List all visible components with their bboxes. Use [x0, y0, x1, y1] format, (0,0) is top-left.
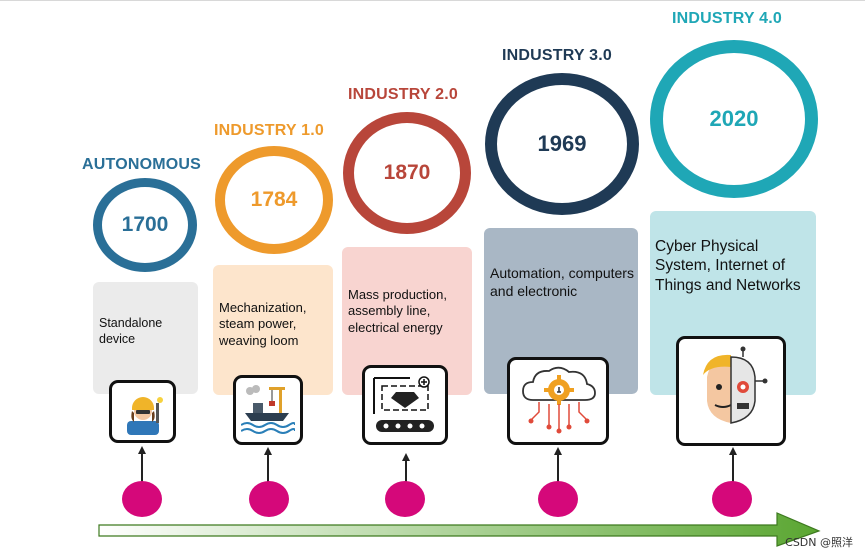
- year-label-industry-3: 1969: [537, 131, 587, 156]
- timeline-dot-industry-3: [538, 481, 578, 517]
- stage-title-industry-4: INDUSTRY 4.0: [672, 10, 782, 27]
- connector-arrowhead-industry-1: [264, 447, 272, 455]
- human-robot-face-icon: [703, 346, 768, 424]
- icon-box-industry-3: [507, 357, 609, 445]
- connector-line-industry-1: [267, 453, 269, 484]
- timeline-dot-industry-4: [712, 481, 752, 517]
- connector-arrowhead-industry-4: [729, 447, 737, 455]
- stage-card-autonomous: Standalone device: [93, 282, 198, 394]
- timeline-dot-industry-2: [385, 481, 425, 517]
- year-ring-industry-4: 2020: [650, 40, 818, 198]
- icon-box-industry-4: [676, 336, 786, 446]
- cloud-gear-icon: [522, 366, 596, 434]
- stage-description-industry-1: Mechanization, steam power, weaving loom: [219, 300, 307, 348]
- worker-icon: [126, 396, 163, 435]
- stage-title-industry-1: INDUSTRY 1.0: [214, 122, 324, 139]
- assembly-line-icon: [373, 376, 434, 432]
- connector-arrowhead-autonomous: [138, 446, 146, 454]
- timeline-dot-industry-1: [249, 481, 289, 517]
- connector-line-industry-3: [557, 453, 559, 484]
- year-label-industry-4: 2020: [709, 106, 759, 131]
- timeline-dot-autonomous: [122, 481, 162, 517]
- connector-arrowhead-industry-3: [554, 447, 562, 455]
- year-ring-industry-1: 1784: [215, 146, 333, 254]
- stage-title-industry-3: INDUSTRY 3.0: [502, 47, 612, 64]
- year-label-industry-2: 1870: [383, 161, 431, 184]
- year-ring-autonomous: 1700: [93, 178, 197, 272]
- year-label-industry-1: 1784: [250, 188, 298, 211]
- top-border: [0, 0, 865, 1]
- watermark: CSDN @照洋: [785, 536, 853, 549]
- icon-box-industry-1: [233, 375, 303, 445]
- steam-ship-crane-icon: [241, 385, 295, 434]
- year-label-autonomous: 1700: [121, 213, 169, 236]
- stage-title-industry-2: INDUSTRY 2.0: [348, 86, 458, 103]
- icon-box-autonomous: [109, 380, 176, 443]
- connector-line-autonomous: [141, 452, 143, 484]
- stage-card-industry-1: Mechanization, steam power, weaving loom: [213, 265, 333, 395]
- year-ring-industry-2: 1870: [343, 112, 471, 234]
- stage-description-industry-3: Automation, computers and electronic: [490, 265, 634, 299]
- connector-arrowhead-industry-2: [402, 453, 410, 461]
- stage-description-industry-4: Cyber Physical System, Internet of Thing…: [655, 238, 801, 294]
- stage-description-industry-2: Mass production, assembly line, electric…: [348, 287, 447, 335]
- icon-box-industry-2: [362, 365, 448, 445]
- connector-line-industry-2: [405, 459, 407, 484]
- stage-title-autonomous: AUTONOMOUS: [82, 156, 202, 173]
- stage-description-autonomous: Standalone device: [99, 316, 163, 346]
- connector-line-industry-4: [732, 453, 734, 484]
- timeline-arrow: [98, 512, 821, 547]
- year-ring-industry-3: 1969: [485, 73, 639, 215]
